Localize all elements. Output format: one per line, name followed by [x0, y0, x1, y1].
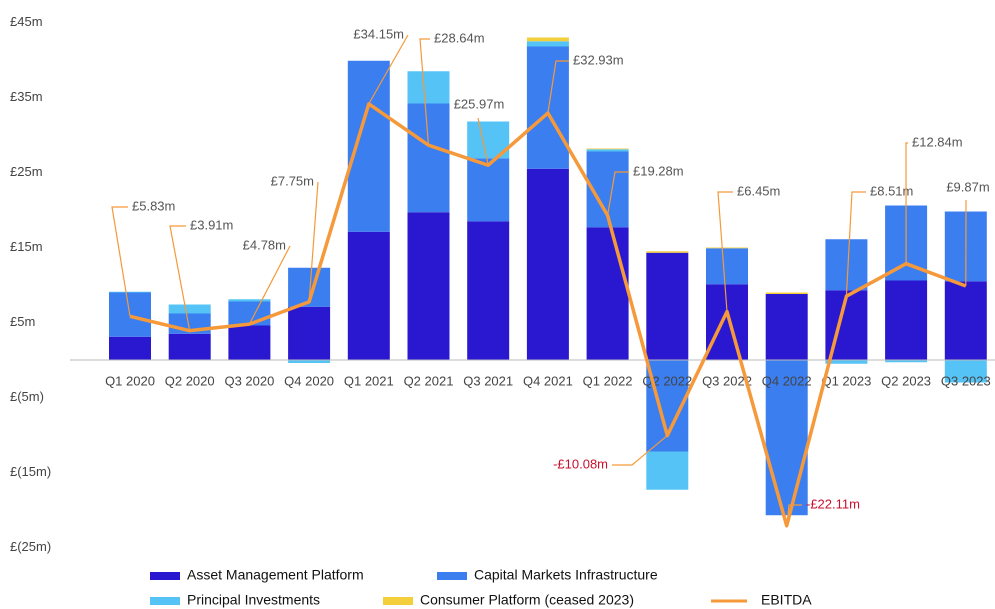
value-label: -£10.08m	[553, 456, 608, 471]
leader-line	[612, 435, 668, 466]
x-tick-label: Q4 2022	[762, 373, 812, 388]
bar-segment	[407, 103, 450, 213]
bar-segment	[944, 281, 987, 360]
bar-segment	[825, 239, 868, 291]
bar-segment	[885, 280, 928, 360]
leader-line	[111, 206, 131, 317]
bar-segment	[347, 60, 390, 232]
x-tick-label: Q2 2023	[881, 373, 931, 388]
y-tick-label: £35m	[10, 89, 43, 104]
value-label: £28.64m	[434, 30, 485, 45]
x-tick-label: Q3 2023	[941, 373, 991, 388]
legend-label: Consumer Platform (ceased 2023)	[420, 592, 634, 608]
y-tick-label: £(15m)	[10, 464, 51, 479]
bar-segment	[706, 284, 748, 360]
bar-segment	[526, 41, 569, 47]
y-tick-label: £15m	[10, 239, 43, 254]
bar-segment	[109, 291, 151, 293]
bar-segment	[885, 360, 928, 363]
leader-line	[905, 142, 908, 264]
bar-segment	[407, 212, 450, 360]
leader-line	[547, 60, 569, 114]
x-tick-label: Q2 2021	[404, 373, 454, 388]
bar-segment	[586, 227, 629, 360]
legend-label: EBITDA	[761, 592, 812, 608]
legend-swatch	[383, 597, 413, 605]
leader-line	[248, 245, 291, 325]
y-tick-label: £(25m)	[10, 539, 51, 554]
leader-line	[845, 191, 866, 297]
leader-line	[477, 117, 489, 166]
bar-segment	[347, 231, 390, 360]
leader-line	[717, 191, 733, 312]
x-tick-label: Q3 2020	[224, 373, 274, 388]
leader-line	[419, 38, 430, 146]
leader-line	[169, 225, 191, 331]
bar-segment	[765, 360, 808, 516]
value-label: £34.15m	[353, 26, 404, 41]
bar-segment	[228, 299, 271, 302]
bar-segment	[825, 360, 868, 364]
value-label: £3.91m	[190, 217, 233, 232]
bar-segment	[109, 336, 151, 360]
bar-segment	[526, 37, 569, 42]
x-tick-label: Q3 2022	[702, 373, 752, 388]
x-tick-label: Q4 2020	[284, 373, 334, 388]
bar-segment	[944, 360, 987, 383]
bar-segment	[586, 149, 629, 152]
bar-segment	[168, 304, 211, 314]
legend-swatch	[437, 572, 467, 580]
x-tick-label: Q1 2023	[821, 373, 871, 388]
bar-segment	[646, 252, 689, 360]
legend-swatch	[150, 572, 180, 580]
leader-line	[607, 171, 629, 216]
value-label: £19.28m	[633, 163, 684, 178]
x-tick-label: Q1 2021	[344, 373, 394, 388]
legend-label: Principal Investments	[187, 592, 320, 608]
y-tick-label: £45m	[10, 14, 43, 29]
value-label: £25.97m	[454, 96, 505, 111]
x-tick-label: Q3 2021	[463, 373, 513, 388]
legend-swatch	[150, 597, 180, 605]
bar-segment	[586, 148, 629, 150]
bar-segment	[706, 247, 748, 249]
value-label: £6.45m	[737, 183, 780, 198]
bar-segment	[228, 301, 271, 326]
value-label: £7.75m	[271, 173, 314, 188]
value-label: £5.83m	[132, 198, 175, 213]
value-label: -£22.11m	[806, 496, 860, 511]
bar-segment	[228, 325, 271, 360]
bar-segment	[288, 306, 331, 360]
bar-segment	[646, 451, 689, 490]
legend-label: Capital Markets Infrastructure	[474, 567, 658, 583]
value-label: £8.51m	[870, 183, 913, 198]
value-label: £32.93m	[573, 52, 624, 67]
bar-segment	[467, 158, 510, 222]
bar-segment	[407, 71, 450, 104]
bar-segment	[646, 251, 689, 253]
x-tick-label: Q4 2021	[523, 373, 573, 388]
bar-segment	[526, 168, 569, 360]
leader-line	[368, 34, 409, 105]
y-tick-label: £25m	[10, 164, 43, 179]
y-tick-label: £(5m)	[10, 389, 44, 404]
x-tick-label: Q1 2022	[583, 373, 633, 388]
value-label: £4.78m	[243, 237, 286, 252]
bar-segment	[765, 294, 808, 360]
bar-segment	[526, 46, 569, 169]
bar-segment	[168, 333, 211, 360]
bar-segment	[467, 221, 510, 360]
x-tick-label: Q2 2020	[165, 373, 215, 388]
line-series	[129, 102, 967, 528]
bar-segment	[288, 360, 331, 363]
value-label: £12.84m	[912, 134, 963, 149]
legend-label: Asset Management Platform	[187, 567, 364, 583]
y-tick-label: £5m	[10, 314, 35, 329]
bar-segment	[765, 292, 808, 294]
leader-line	[308, 181, 319, 302]
bar-segment	[706, 248, 748, 285]
value-label: £9.87m	[946, 179, 989, 194]
x-tick-label: Q1 2020	[105, 373, 155, 388]
